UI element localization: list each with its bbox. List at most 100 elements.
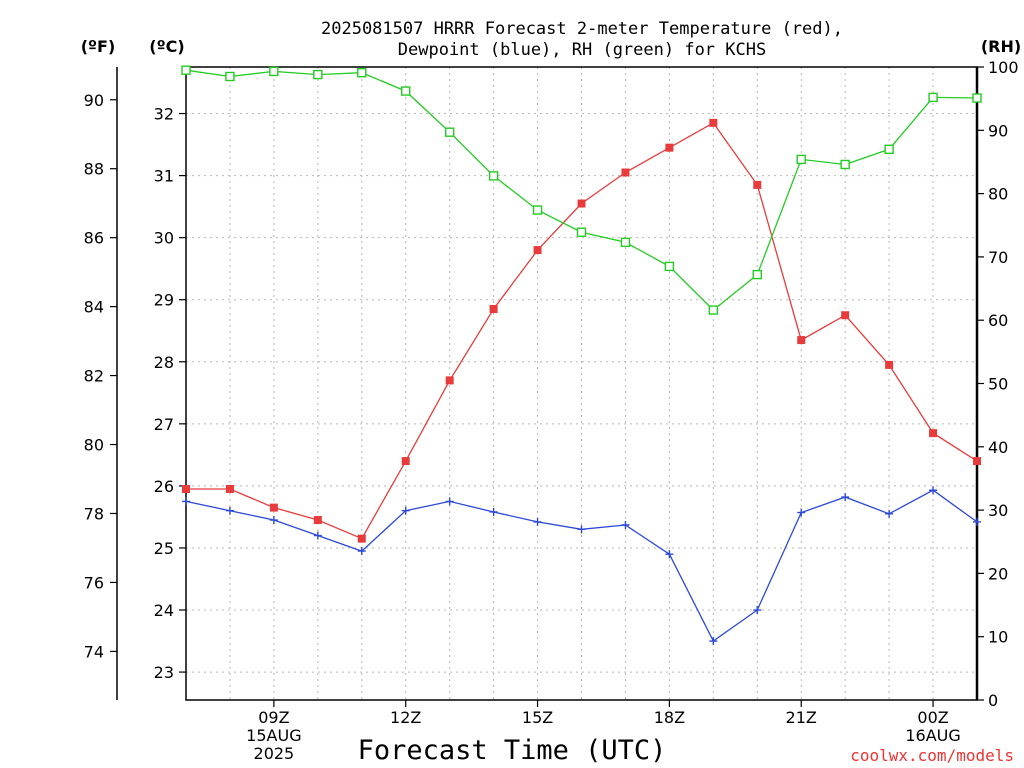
fahrenheit-tick-label: 78 [84, 504, 104, 523]
rh-tick-label: 20 [988, 564, 1008, 583]
dewpoint-point [973, 517, 981, 526]
dewpoint-point [665, 550, 674, 559]
fahrenheit-tick-label: 88 [84, 160, 104, 179]
rh-point [576, 227, 587, 237]
dewpoint-point [885, 509, 894, 518]
temperature-point [401, 457, 410, 466]
chart-title-line2: Dewpoint (blue), RH (green) for KCHS [398, 40, 766, 60]
dewpoint-point [841, 493, 850, 502]
rh-tick-label: 10 [988, 628, 1008, 647]
dewpoint-point [401, 506, 410, 515]
rh-point [928, 92, 938, 103]
rh-tick-label: 60 [988, 311, 1008, 330]
rh-point [313, 69, 323, 80]
x-tick-label: 16AUG [905, 726, 960, 745]
rh-point [357, 67, 367, 78]
rh-point [532, 205, 543, 215]
temperature-point [269, 503, 278, 512]
temperature-point [973, 457, 981, 466]
rh-point [708, 305, 719, 315]
celsius-tick-label: 25 [154, 539, 174, 558]
celsius-tick-label: 28 [154, 353, 174, 372]
dewpoint-point [709, 637, 718, 646]
grid-lines [185, 67, 978, 700]
temperature-point [841, 311, 850, 320]
celsius-tick-label: 31 [154, 167, 174, 186]
rh-tick-label: 40 [988, 438, 1008, 457]
temperature-point [665, 143, 674, 152]
x-tick-label: 15Z [522, 708, 553, 727]
temperature-point [182, 485, 190, 493]
x-tick-label: 2025 [254, 744, 295, 763]
temperature-point [621, 168, 630, 177]
dewpoint-point [929, 486, 938, 495]
temperature-point [357, 534, 366, 543]
rh-point [840, 159, 850, 170]
chart-title-line1: 2025081507 HRRR Forecast 2-meter Tempera… [321, 19, 843, 39]
celsius-tick-label: 30 [154, 229, 174, 248]
rh-point [488, 171, 499, 181]
rh-tick-label: 50 [988, 375, 1008, 394]
rh-point [225, 71, 235, 82]
temperature-point [225, 485, 234, 493]
rh-point [664, 261, 675, 272]
rh-point [752, 269, 762, 280]
data-series [181, 65, 982, 646]
rh-point [269, 66, 279, 77]
celsius-tick-label: 23 [154, 663, 174, 682]
dewpoint-point [621, 520, 630, 529]
rh-point [972, 93, 982, 103]
celsius-tick-label: 29 [154, 291, 174, 310]
rh-point [181, 65, 191, 75]
celsius-tick-label: 27 [154, 415, 174, 434]
x-tick-label: 21Z [786, 708, 817, 727]
temperature-point [489, 305, 498, 314]
temperature-point [445, 376, 454, 385]
fahrenheit-tick-label: 80 [84, 436, 104, 455]
dewpoint-point [577, 525, 586, 534]
rh-unit-label: (RH) [981, 37, 1021, 56]
x-tick-label: 00Z [917, 708, 948, 727]
rh-tick-label: 100 [988, 58, 1019, 77]
x-tick-label: 09Z [258, 708, 289, 727]
dewpoint-point [489, 507, 498, 516]
tick-labels: 23 24 25 26 27 28 29 30 31 32 74 76 78 80 82 84 86 88 90 0 1… [84, 58, 1019, 763]
fahrenheit-tick-label: 82 [84, 367, 104, 386]
rh-tick-label: 80 [988, 185, 1008, 204]
temperature-point [577, 199, 586, 208]
celsius-unit-label: (ºC) [149, 37, 184, 56]
source-credit[interactable]: coolwx.com/models [850, 746, 1014, 765]
rh-point [401, 86, 411, 96]
dewpoint-point [182, 497, 190, 506]
dewpoint-point [357, 547, 366, 556]
fahrenheit-tick-label: 86 [84, 229, 104, 248]
rh-point [884, 144, 894, 154]
rh-tick-label: 0 [988, 691, 998, 710]
fahrenheit-tick-label: 76 [84, 573, 104, 592]
temperature-point [709, 118, 718, 127]
x-axis-label: Forecast Time (UTC) [358, 735, 667, 766]
temperature-point [533, 246, 542, 255]
x-tick-label: 18Z [654, 708, 685, 727]
rh-point [444, 127, 455, 137]
rh-line [185, 69, 978, 311]
dewpoint-point [797, 508, 806, 517]
celsius-tick-label: 24 [154, 601, 174, 620]
temperature-point [929, 429, 938, 438]
dewpoint-point [225, 506, 234, 515]
rh-tick-label: 30 [988, 501, 1008, 520]
x-tick-label: 12Z [390, 708, 421, 727]
dewpoint-point [313, 531, 322, 540]
fahrenheit-tick-label: 74 [84, 642, 104, 661]
rh-point [796, 154, 806, 165]
temperature-point [753, 180, 762, 189]
temperature-point [797, 336, 806, 345]
fahrenheit-unit-label: (ºF) [81, 37, 116, 56]
rh-point [620, 237, 631, 248]
x-tick-label: 15AUG [246, 726, 301, 745]
dewpoint-point [533, 517, 542, 526]
dewpoint-point [269, 516, 278, 525]
rh-tick-label: 90 [988, 121, 1008, 140]
fahrenheit-tick-label: 90 [84, 91, 104, 110]
